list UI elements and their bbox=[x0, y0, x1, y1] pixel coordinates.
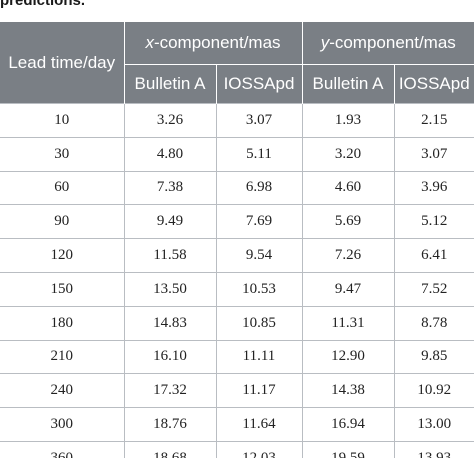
header-x-italic: x bbox=[145, 33, 154, 52]
y-bulletin-a-cell: 1.93 bbox=[301, 103, 394, 138]
table-caption: predictions. bbox=[0, 0, 86, 9]
x-iossapd-cell: 3.07 bbox=[215, 103, 302, 138]
lead-time-cell: 240 bbox=[0, 373, 124, 408]
x-bulletin-a-cell: 7.38 bbox=[123, 170, 216, 205]
y-bulletin-a-cell: 11.31 bbox=[301, 305, 394, 341]
header-y-component: y-component/mas bbox=[301, 22, 474, 65]
x-iossapd-cell: 11.11 bbox=[215, 339, 302, 374]
table-row: 150 13.50 10.53 9.47 7.52 bbox=[0, 271, 474, 307]
y-bulletin-a-cell: 7.26 bbox=[301, 238, 394, 273]
lead-time-cell: 90 bbox=[0, 204, 124, 239]
y-iossapd-cell: 3.07 bbox=[393, 136, 474, 172]
header-y-rest: -component/mas bbox=[329, 33, 456, 52]
lead-time-cell: 180 bbox=[0, 305, 124, 341]
y-iossapd-cell: 13.00 bbox=[393, 407, 474, 442]
data-table: Lead time/day x-component/mas y-componen… bbox=[0, 22, 474, 458]
lead-time-cell: 360 bbox=[0, 440, 124, 458]
x-iossapd-cell: 11.17 bbox=[215, 373, 302, 408]
y-bulletin-a-cell: 9.47 bbox=[301, 271, 394, 307]
lead-time-cell: 150 bbox=[0, 271, 124, 307]
lead-time-cell: 300 bbox=[0, 407, 124, 442]
table-row: 210 16.10 11.11 12.90 9.85 bbox=[0, 339, 474, 374]
y-bulletin-a-cell: 3.20 bbox=[301, 136, 394, 172]
x-iossapd-cell: 5.11 bbox=[215, 136, 302, 172]
x-iossapd-cell: 9.54 bbox=[215, 238, 302, 273]
header-x-component: x-component/mas bbox=[123, 22, 302, 65]
y-bulletin-a-cell: 12.90 bbox=[301, 339, 394, 374]
header-y-bulletin-a: Bulletin A bbox=[301, 64, 394, 104]
table-row: 240 17.32 11.17 14.38 10.92 bbox=[0, 373, 474, 408]
x-bulletin-a-cell: 4.80 bbox=[123, 136, 216, 172]
y-iossapd-cell: 13.93 bbox=[393, 440, 474, 458]
table-row: 90 9.49 7.69 5.69 5.12 bbox=[0, 204, 474, 239]
header-y-iossapd: IOSSApd bbox=[393, 64, 474, 104]
table-row: 360 18.68 12.03 19.59 13.93 bbox=[0, 440, 474, 458]
x-iossapd-cell: 10.53 bbox=[215, 271, 302, 307]
header-x-iossapd: IOSSApd bbox=[215, 64, 302, 104]
y-iossapd-cell: 7.52 bbox=[393, 271, 474, 307]
lead-time-cell: 60 bbox=[0, 170, 124, 205]
x-bulletin-a-cell: 9.49 bbox=[123, 204, 216, 239]
table-row: 10 3.26 3.07 1.93 2.15 bbox=[0, 103, 474, 138]
y-iossapd-cell: 2.15 bbox=[393, 103, 474, 138]
table-row: 300 18.76 11.64 16.94 13.00 bbox=[0, 407, 474, 442]
x-iossapd-cell: 10.85 bbox=[215, 305, 302, 341]
y-iossapd-cell: 6.41 bbox=[393, 238, 474, 273]
x-bulletin-a-cell: 14.83 bbox=[123, 305, 216, 341]
x-bulletin-a-cell: 18.76 bbox=[123, 407, 216, 442]
table-header: Lead time/day x-component/mas y-componen… bbox=[0, 22, 474, 104]
y-bulletin-a-cell: 4.60 bbox=[301, 170, 394, 205]
table-row: 30 4.80 5.11 3.20 3.07 bbox=[0, 136, 474, 172]
x-iossapd-cell: 12.03 bbox=[215, 440, 302, 458]
y-iossapd-cell: 5.12 bbox=[393, 204, 474, 239]
header-x-bulletin-a: Bulletin A bbox=[123, 64, 216, 104]
y-iossapd-cell: 9.85 bbox=[393, 339, 474, 374]
y-bulletin-a-cell: 5.69 bbox=[301, 204, 394, 239]
header-x-rest: -component/mas bbox=[153, 33, 281, 52]
lead-time-cell: 120 bbox=[0, 238, 124, 273]
table-row: 120 11.58 9.54 7.26 6.41 bbox=[0, 238, 474, 273]
x-bulletin-a-cell: 16.10 bbox=[123, 339, 216, 374]
header-lead-time: Lead time/day bbox=[0, 22, 124, 104]
y-bulletin-a-cell: 16.94 bbox=[301, 407, 394, 442]
y-bulletin-a-cell: 19.59 bbox=[301, 440, 394, 458]
x-bulletin-a-cell: 17.32 bbox=[123, 373, 216, 408]
x-iossapd-cell: 11.64 bbox=[215, 407, 302, 442]
table-row: 60 7.38 6.98 4.60 3.96 bbox=[0, 170, 474, 205]
table-row: 180 14.83 10.85 11.31 8.78 bbox=[0, 305, 474, 341]
header-row-1: Lead time/day x-component/mas y-componen… bbox=[0, 22, 474, 104]
y-bulletin-a-cell: 14.38 bbox=[301, 373, 394, 408]
lead-time-cell: 30 bbox=[0, 136, 124, 172]
x-bulletin-a-cell: 13.50 bbox=[123, 271, 216, 307]
table-body: 10 3.26 3.07 1.93 2.15 30 4.80 5.11 3.20 3.07 60 7.… bbox=[0, 103, 474, 458]
lead-time-cell: 210 bbox=[0, 339, 124, 374]
x-iossapd-cell: 6.98 bbox=[215, 170, 302, 205]
lead-time-cell: 10 bbox=[0, 103, 124, 138]
x-bulletin-a-cell: 3.26 bbox=[123, 103, 216, 138]
header-y-italic: y bbox=[320, 33, 330, 52]
y-iossapd-cell: 10.92 bbox=[393, 373, 474, 408]
header-row-2: Bulletin A IOSSApd Bulletin A IOSSApd bbox=[0, 64, 474, 104]
y-iossapd-cell: 3.96 bbox=[393, 170, 474, 205]
x-iossapd-cell: 7.69 bbox=[215, 204, 302, 239]
y-iossapd-cell: 8.78 bbox=[393, 305, 474, 341]
x-bulletin-a-cell: 11.58 bbox=[123, 238, 216, 273]
x-bulletin-a-cell: 18.68 bbox=[123, 440, 216, 458]
